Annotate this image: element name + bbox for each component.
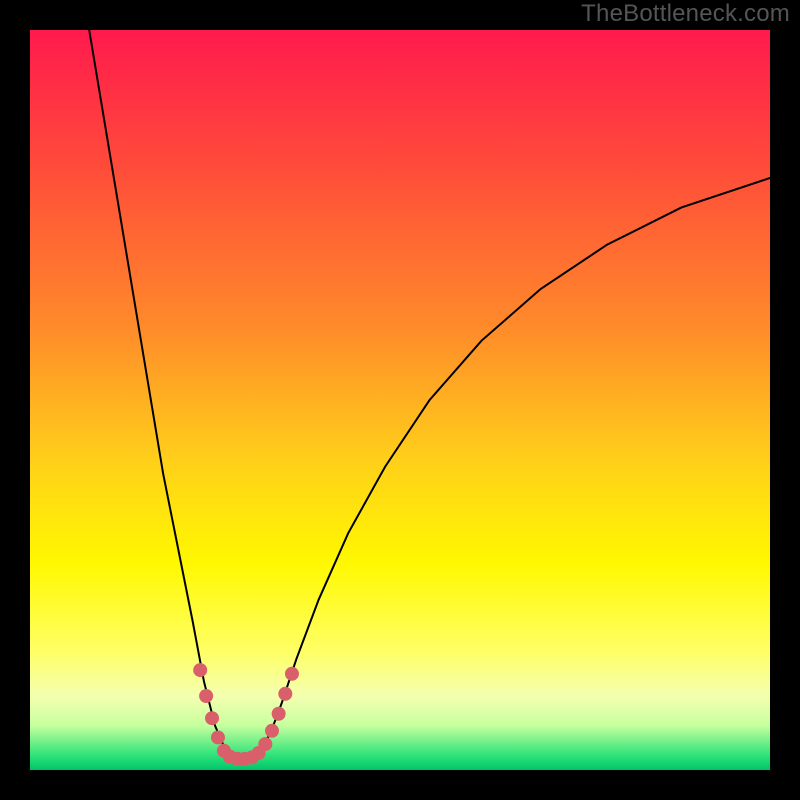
dip-marker [278,687,292,701]
dip-marker [193,663,207,677]
figure-canvas: TheBottleneck.com [0,0,800,800]
dip-marker [258,737,272,751]
dip-marker [199,689,213,703]
dip-marker [265,724,279,738]
chart-background [30,30,770,770]
dip-marker [211,730,225,744]
chart-svg [30,30,770,770]
dip-marker [272,707,286,721]
watermark-text: TheBottleneck.com [581,0,790,28]
dip-marker [285,667,299,681]
plot-area [30,30,770,770]
dip-marker [205,711,219,725]
